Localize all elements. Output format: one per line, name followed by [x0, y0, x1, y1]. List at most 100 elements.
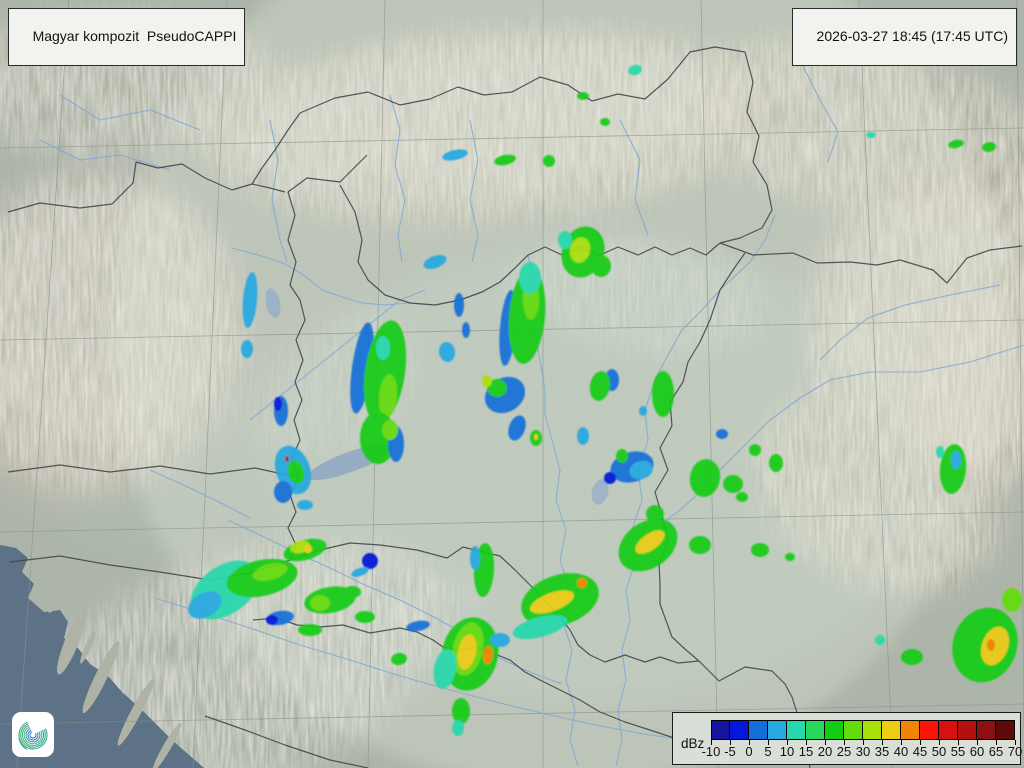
legend-tick-mark: [787, 740, 788, 745]
radar-echo: [577, 578, 587, 588]
legend-tick-label: 55: [950, 744, 966, 759]
legend-tick-mark: [863, 740, 864, 745]
legend-color-cell: [806, 720, 825, 740]
legend-tick-label: 35: [874, 744, 890, 759]
legend-color-cell: [901, 720, 920, 740]
sea-layer: [0, 545, 204, 768]
legend-tick-mark: [806, 740, 807, 745]
radar-echo: [298, 624, 322, 636]
radar-echo: [736, 492, 748, 502]
radar-echo: [252, 562, 288, 582]
radar-echo: [629, 460, 653, 480]
radar-echo: [936, 446, 944, 458]
legend-tick-label: -10: [701, 744, 721, 759]
legend-tick-label: 45: [912, 744, 928, 759]
radar-echo: [689, 536, 711, 554]
radar-echo: [310, 595, 330, 611]
legend-tick-mark: [920, 740, 921, 745]
radar-echo: [454, 293, 464, 317]
radar-coverage-area: [113, 0, 1007, 768]
radar-echo: [490, 633, 510, 647]
legend-tick-mark: [1015, 740, 1016, 745]
timestamp-label: 2026-03-27 18:45 (17:45 UTC): [816, 28, 1008, 44]
radar-echo: [362, 553, 378, 569]
radar-echo: [355, 611, 375, 623]
legend-tick-label: 10: [779, 744, 795, 759]
radar-echo: [274, 481, 292, 503]
radar-echo: [382, 420, 398, 440]
radar-echo: [875, 635, 885, 645]
legend-color-scale: [711, 720, 1015, 740]
radar-echo: [534, 434, 538, 440]
radar-echo: [242, 272, 258, 328]
legend-tick-mark: [958, 740, 959, 745]
radar-echo: [391, 652, 407, 666]
radar-echo: [530, 590, 574, 614]
radar-echo: [604, 472, 616, 484]
radar-echo: [508, 415, 526, 441]
radar-echo: [343, 586, 361, 598]
legend-tick-label: 25: [836, 744, 852, 759]
radar-echo: [442, 149, 468, 161]
radar-echo: [616, 449, 628, 463]
radar-echo: [646, 505, 664, 523]
radar-echo: [285, 456, 289, 462]
legend-tick-label: 20: [817, 744, 833, 759]
radar-echo: [452, 720, 464, 736]
river-mures: [659, 344, 1024, 526]
radar-echo: [241, 340, 253, 358]
legend-tick-label: -5: [724, 744, 736, 759]
radar-echo: [470, 546, 480, 570]
met-spiral-logo-icon: [18, 721, 48, 750]
legend-tick-mark: [749, 740, 750, 745]
legend-tick-label: 15: [798, 744, 814, 759]
radar-echo: [987, 639, 995, 651]
radar-echo: [980, 626, 1010, 666]
radar-echo: [482, 375, 492, 387]
radar-echo: [716, 429, 728, 439]
radar-echo: [266, 615, 278, 625]
legend-color-cell: [920, 720, 939, 740]
legend-color-cell: [977, 720, 996, 740]
radar-echo: [438, 342, 456, 362]
legend-tick-mark: [939, 740, 940, 745]
legend-color-cell: [749, 720, 768, 740]
legend-color-cell: [825, 720, 844, 740]
legend-color-cell: [958, 720, 977, 740]
radar-echo-layer: [188, 64, 1022, 736]
radar-echo: [577, 427, 589, 445]
radar-echo: [287, 460, 305, 484]
legend-color-cell: [844, 720, 863, 740]
radar-echo: [462, 322, 470, 338]
radar-echo: [785, 553, 795, 561]
radar-echo: [751, 543, 769, 557]
radar-echo: [274, 397, 282, 411]
radar-echo: [982, 141, 996, 153]
legend-tick-label: 40: [893, 744, 909, 759]
timestamp-box: 2026-03-27 18:45 (17:45 UTC): [791, 8, 1017, 66]
radar-echo: [689, 459, 721, 497]
radar-echo: [494, 154, 516, 166]
radar-echo: [866, 132, 876, 138]
product-label: Magyar kompozit PseudoCAPPI: [32, 28, 237, 44]
radar-echo: [304, 545, 312, 553]
legend-color-cell: [730, 720, 749, 740]
radar-echo: [589, 371, 611, 401]
radar-echo: [901, 649, 923, 665]
lake-small: [591, 479, 609, 505]
radar-echo: [639, 406, 647, 416]
legend-color-cell: [939, 720, 958, 740]
legend-color-cell: [768, 720, 787, 740]
radar-echo: [558, 231, 572, 249]
radar-echo: [376, 336, 390, 360]
legend-tick-mark: [977, 740, 978, 745]
radar-echo: [635, 530, 665, 554]
radar-echo: [519, 262, 541, 294]
legend-tick-mark: [882, 740, 883, 745]
dbz-legend: dBz -10 -5 0 5 10 15 20 25 30 35 40 45 50 55 60 65 70: [672, 712, 1022, 765]
legend-tick-label: 0: [745, 744, 753, 759]
river-sava: [154, 597, 761, 749]
radar-echo: [351, 567, 369, 577]
radar-echo: [188, 591, 222, 619]
